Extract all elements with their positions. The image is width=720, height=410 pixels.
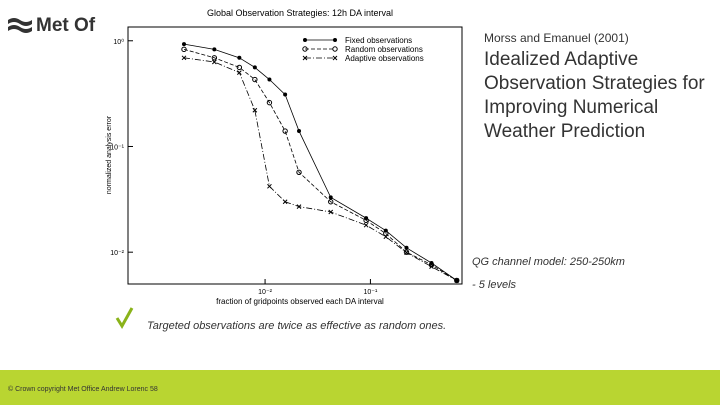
y-tick-label: 10⁻¹ [110, 144, 124, 151]
x-tick-label: 10⁻² [258, 289, 272, 296]
plot-frame [127, 26, 463, 285]
point [267, 183, 272, 189]
point [252, 107, 258, 113]
series-line [183, 43, 457, 281]
point [266, 99, 273, 106]
point [181, 46, 187, 53]
point [296, 169, 302, 175]
point [429, 264, 434, 269]
point [454, 277, 460, 284]
point [404, 245, 409, 250]
point [237, 55, 242, 60]
note: QG channel model: 250-250km [472, 256, 625, 268]
point [267, 77, 272, 82]
point [282, 199, 288, 205]
logo-mark [8, 18, 32, 33]
point [363, 217, 369, 224]
point [296, 204, 302, 209]
y-axis-label: normalized analysis error [106, 115, 113, 194]
point [363, 222, 369, 228]
logo-text: Met Of [36, 15, 96, 36]
legend-label: Fixed observations [345, 36, 412, 45]
y-tick-label: 10⁻² [110, 250, 124, 257]
legend-marker [332, 46, 338, 52]
x-tick-label: 10⁻¹ [364, 289, 378, 296]
point [297, 129, 302, 134]
footer-text: © Crown copyright Met Office Andrew Lore… [8, 385, 158, 393]
point [383, 230, 389, 237]
legend-marker [302, 46, 308, 52]
footer-bar [0, 370, 720, 405]
point [236, 64, 243, 71]
point [403, 249, 410, 255]
point [181, 42, 186, 47]
series-line [183, 48, 457, 281]
x-axis-label: fraction of gridpoints observed each DA … [216, 297, 384, 306]
point [212, 47, 217, 52]
point [181, 55, 187, 61]
point [454, 278, 460, 283]
legend-marker [333, 38, 337, 42]
legend-label: Random observations [345, 45, 423, 54]
legend-marker [302, 55, 308, 61]
point [252, 65, 257, 70]
legend-label: Adaptive observations [345, 54, 424, 63]
legend-marker [332, 55, 338, 61]
heading: Idealized Adaptive Observation Strategie… [484, 49, 705, 142]
point [282, 128, 288, 134]
point [236, 70, 242, 75]
bullet: Targeted observations are twice as effec… [147, 320, 446, 332]
point [328, 209, 334, 215]
citation: Morss and Emanuel (2001) [484, 31, 629, 45]
point [328, 199, 334, 205]
point [252, 76, 258, 83]
point [283, 92, 288, 97]
point [211, 55, 218, 61]
point [328, 195, 333, 200]
note: - 5 levels [472, 279, 517, 291]
series-line [183, 57, 457, 281]
legend-marker [303, 38, 307, 42]
check-icon [115, 307, 134, 329]
point [211, 59, 217, 65]
point [383, 234, 389, 240]
y-tick-label: 10⁰ [113, 38, 124, 46]
point [404, 250, 409, 255]
chart-title: Global Observation Strategies: 12h DA in… [207, 8, 393, 18]
